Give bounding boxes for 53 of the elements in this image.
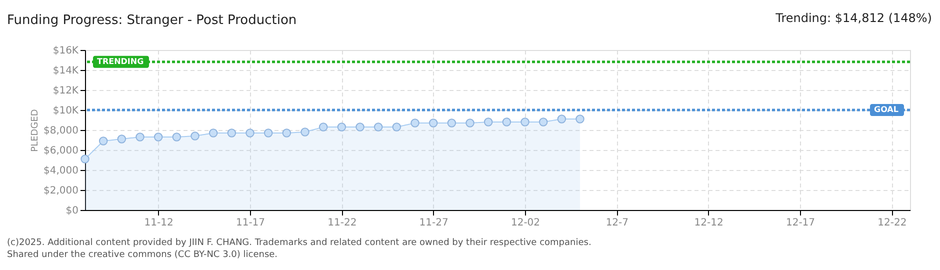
point <box>484 118 493 126</box>
point <box>172 132 182 142</box>
y-tick-label: $14K <box>52 66 79 76</box>
y-tick-label: $6,000 <box>44 146 78 156</box>
x-tick-label: 12-02 <box>510 218 540 228</box>
y-tick-label: $12K <box>52 86 79 96</box>
point <box>447 118 456 128</box>
x-tick-label: 12-12 <box>694 218 724 228</box>
text: (c)2025. Additional content provided by JIIN F. CHANG. Trademarks and related content are owned by their respective companies. <box>7 238 592 248</box>
point <box>117 134 126 144</box>
point <box>318 122 328 132</box>
x-tick-label: 12-17 <box>786 218 816 228</box>
point <box>356 122 364 132</box>
point <box>374 122 383 132</box>
point <box>502 118 512 126</box>
point <box>520 118 530 126</box>
point <box>98 136 108 146</box>
point <box>538 118 548 126</box>
point <box>227 128 236 138</box>
x-tick-label: 11-12 <box>144 218 174 228</box>
point <box>428 118 438 128</box>
point <box>410 118 420 128</box>
point <box>136 132 144 142</box>
y-tick-label: $2,000 <box>44 186 78 196</box>
point <box>300 128 310 136</box>
point <box>190 132 200 140</box>
point <box>557 114 566 124</box>
x-tick-label: 11-17 <box>236 218 266 228</box>
y-tick-label: $8,000 <box>44 126 78 136</box>
point <box>392 122 402 132</box>
y-tick-label: $4,000 <box>44 166 78 176</box>
y-tick-label: $10K <box>52 106 79 116</box>
point <box>576 114 584 124</box>
text: Shared under the creative commons (CC BY-NC 3.0) license. <box>7 250 278 260</box>
chart-subtitle: Trending: $14,812 (148%) <box>774 11 932 25</box>
y-tick-label: $0 <box>66 206 78 216</box>
x-tick-label: 12-22 <box>878 218 907 228</box>
point <box>154 132 163 142</box>
point <box>208 128 218 138</box>
point <box>466 118 474 128</box>
x-tick-label: 12-7 <box>606 218 629 228</box>
point <box>337 122 346 132</box>
ref-line-label: GOAL <box>874 105 898 114</box>
x-tick-label: 11-27 <box>419 218 448 228</box>
chart-title: Funding Progress: Stranger - Post Production <box>7 13 297 28</box>
point <box>282 128 292 138</box>
point <box>246 128 254 138</box>
y-axis-title: PLEDGED <box>30 109 41 152</box>
point <box>264 128 273 138</box>
x-tick-label: 11-22 <box>328 218 357 228</box>
y-tick-label: $16K <box>52 46 79 56</box>
point <box>80 154 90 164</box>
ref-line-label: TRENDING <box>97 56 144 66</box>
